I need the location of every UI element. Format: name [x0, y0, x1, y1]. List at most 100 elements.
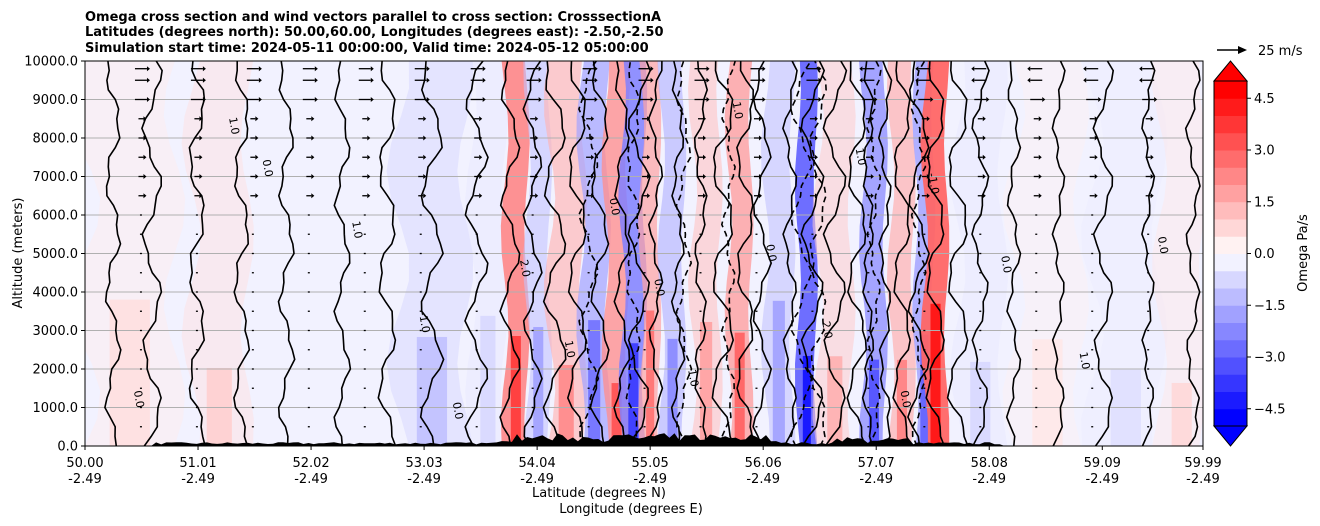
wind-vector-head [258, 66, 262, 72]
wind-vector-head [1150, 154, 1154, 160]
contour-label: -1.0 [685, 364, 702, 387]
wind-vector-head [762, 97, 766, 102]
contour-line [233, 61, 251, 446]
colorbar-extend-max [1212, 60, 1249, 82]
omega-core [206, 367, 232, 446]
wind-vector-head [647, 174, 651, 179]
contour-line [861, 61, 875, 446]
contour-line [693, 61, 709, 446]
wind-vector-head [971, 66, 975, 72]
wind-vector-head [535, 193, 539, 199]
omega-core [646, 310, 655, 446]
x-tick-label-lat: 50.00 [66, 456, 103, 471]
colorbar-segment [1214, 81, 1247, 99]
contour-line [589, 61, 610, 446]
wind-vector-head [915, 77, 919, 83]
wind-vector-head [199, 116, 203, 122]
colorbar-segment [1214, 167, 1247, 185]
wind-vector-head [703, 174, 707, 179]
contour-line [464, 61, 489, 446]
wind-vector-head [859, 77, 863, 83]
wind-vector-head [594, 77, 598, 83]
wind-vector-head [314, 66, 318, 72]
colorbar-segment [1214, 305, 1247, 323]
colorbar-tick-label: 3.0 [1254, 144, 1275, 159]
wind-vector-head [870, 116, 874, 122]
wind-vector-head [1094, 154, 1098, 160]
wind-vector-head [199, 174, 203, 179]
omega-core [827, 356, 843, 446]
colorbar-segment [1214, 408, 1247, 427]
wind-vector-head [758, 193, 762, 199]
x-tick-label-lon: -2.49 [1186, 472, 1220, 487]
wind-vector-head [814, 174, 818, 179]
x-tick-label-lat: 59.99 [1184, 456, 1221, 471]
wind-vector-head [982, 193, 986, 199]
wind-vector-head [859, 66, 863, 72]
y-tick-label: 0.0 [57, 440, 78, 455]
contour-label: 0.0 [1155, 235, 1171, 254]
x-tick-label-lon: -2.49 [407, 472, 441, 487]
contour-line [782, 61, 798, 446]
wind-vector-head [311, 154, 315, 160]
wind-vector-head [814, 154, 818, 160]
contour-line [613, 61, 631, 446]
wind-vector-head [143, 116, 147, 122]
wind-vector-head [982, 135, 986, 141]
omega-core [588, 320, 601, 446]
wind-vector-head [650, 97, 654, 102]
contour-label: 0.0 [763, 243, 779, 262]
y-tick-label: 9000.0 [33, 93, 79, 108]
wind-vector-head [1038, 174, 1042, 179]
y-tick-label: 3000.0 [33, 324, 79, 339]
chart-title-line-3: Simulation start time: 2024-05-11 00:00:… [85, 41, 649, 56]
wind-vector-head [915, 66, 919, 72]
wind-vector-head [1150, 174, 1154, 179]
wind-vector-head [202, 77, 206, 83]
wind-vector-head [926, 116, 930, 122]
wind-vector-head [370, 77, 374, 83]
wind-vector-head [926, 174, 930, 179]
contour-line [711, 61, 735, 446]
wind-vector-head [1027, 66, 1031, 72]
wind-vector-head [258, 97, 262, 102]
wind-vector-head [591, 174, 595, 179]
wind-vector-head [1038, 154, 1042, 160]
wind-vector-head [1027, 77, 1031, 83]
colorbar-segment [1214, 288, 1247, 306]
wind-vector-head [538, 77, 542, 83]
omega-core [970, 361, 991, 446]
chart-title-line-2: Latitudes (degrees north): 50.00,60.00, … [85, 25, 664, 40]
y-axis: 0.0 1000.0 2000.0 3000.0 4000.0 5000.0 6000.0 7… [24, 55, 85, 455]
wind-vector-head [479, 154, 483, 160]
plot-area: 0.0 1.0 0.0 1.0 -1.0 0.0 2.0 1.0 0.0 0.0 -1.0 1.0 0.… [84, 60, 1204, 447]
x-tick-label-lon: -2.49 [746, 472, 780, 487]
x-tick-label-lon: -2.49 [181, 472, 215, 487]
y-tick-label: 2000.0 [33, 363, 79, 378]
contour-label: 0.0 [998, 255, 1014, 274]
wind-vector-head [199, 135, 203, 141]
x-tick-label-lat: 56.06 [745, 456, 782, 471]
omega-core [802, 355, 811, 446]
wind-vector-head [1150, 135, 1154, 141]
contour-label: -1.0 [925, 172, 942, 195]
x-tick-label-lon: -2.49 [633, 472, 667, 487]
wind-vector-head [870, 135, 874, 141]
x-axis: 50.00-2.4951.01-2.4952.02-2.4953.03-2.49… [66, 446, 1222, 487]
contour-line [736, 61, 755, 446]
wind-vector-head [367, 174, 371, 179]
wind-vector-head [202, 97, 206, 102]
x-tick-label-lon: -2.49 [972, 472, 1006, 487]
wind-vector-head [706, 77, 710, 83]
wind-vector-head [594, 66, 598, 72]
colorbar-segment [1214, 115, 1247, 134]
wind-vector-head [762, 66, 766, 72]
wind-vector-head [370, 66, 374, 72]
contour-label: 2.0 [517, 259, 533, 278]
x-tick-label-lat: 57.07 [858, 456, 895, 471]
wind-vector-head [1083, 66, 1087, 72]
wind-vector-head [706, 97, 710, 102]
contour-line [627, 61, 652, 446]
contour-label: 0.0 [607, 197, 623, 216]
